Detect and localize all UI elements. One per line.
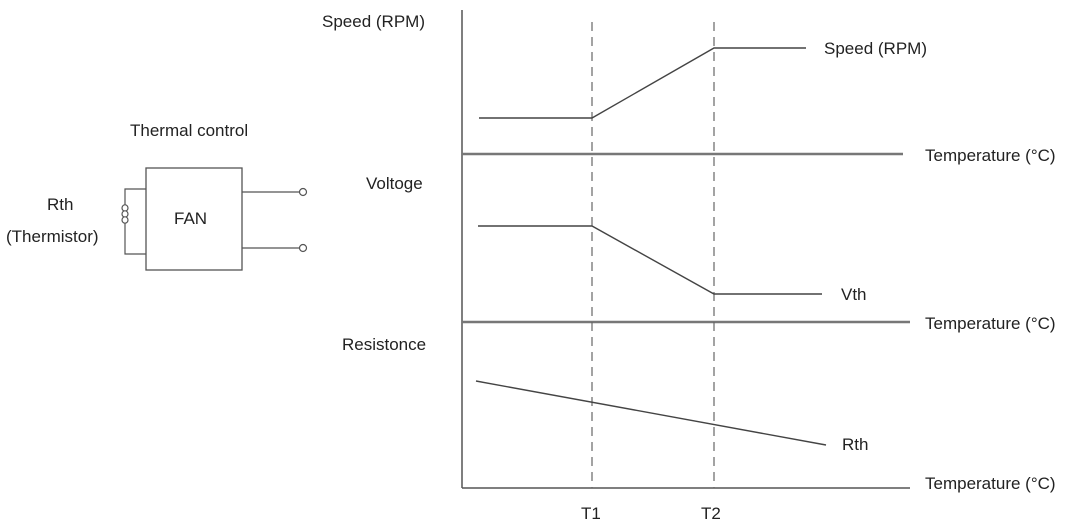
resistance-curve [475, 380, 827, 446]
voltage-curve-label: Vth [841, 285, 867, 304]
terminal-bottom [298, 243, 308, 253]
fan-box [145, 167, 243, 271]
fan-label: FAN [174, 209, 207, 228]
resistance-curve-label: Rth [842, 435, 868, 454]
thermistor-label-line2: (Thermistor) [6, 227, 99, 246]
circuit-schematic: Thermal control FAN Rth (Thermistor) [6, 121, 308, 271]
voltage-y-label: Voltoge [366, 174, 423, 193]
charts: T1 T2 Speed (RPM) Speed (RPM) Temperatur… [322, 10, 1056, 523]
speed-x-label: Temperature (°C) [925, 146, 1056, 165]
circuit-title: Thermal control [130, 121, 248, 140]
speed-y-label: Speed (RPM) [322, 12, 425, 31]
speed-curve [479, 47, 806, 119]
voltage-x-label: Temperature (°C) [925, 314, 1056, 333]
t1-label: T1 [581, 504, 601, 523]
thermistor-symbol [121, 204, 129, 224]
thermistor-label-line1: Rth [47, 195, 73, 214]
t2-label: T2 [701, 504, 721, 523]
resistance-x-label: Temperature (°C) [925, 474, 1056, 493]
resistance-y-label: Resistonce [342, 335, 426, 354]
voltage-curve [478, 225, 822, 295]
terminal-top [298, 187, 308, 197]
speed-curve-label: Speed (RPM) [824, 39, 927, 58]
